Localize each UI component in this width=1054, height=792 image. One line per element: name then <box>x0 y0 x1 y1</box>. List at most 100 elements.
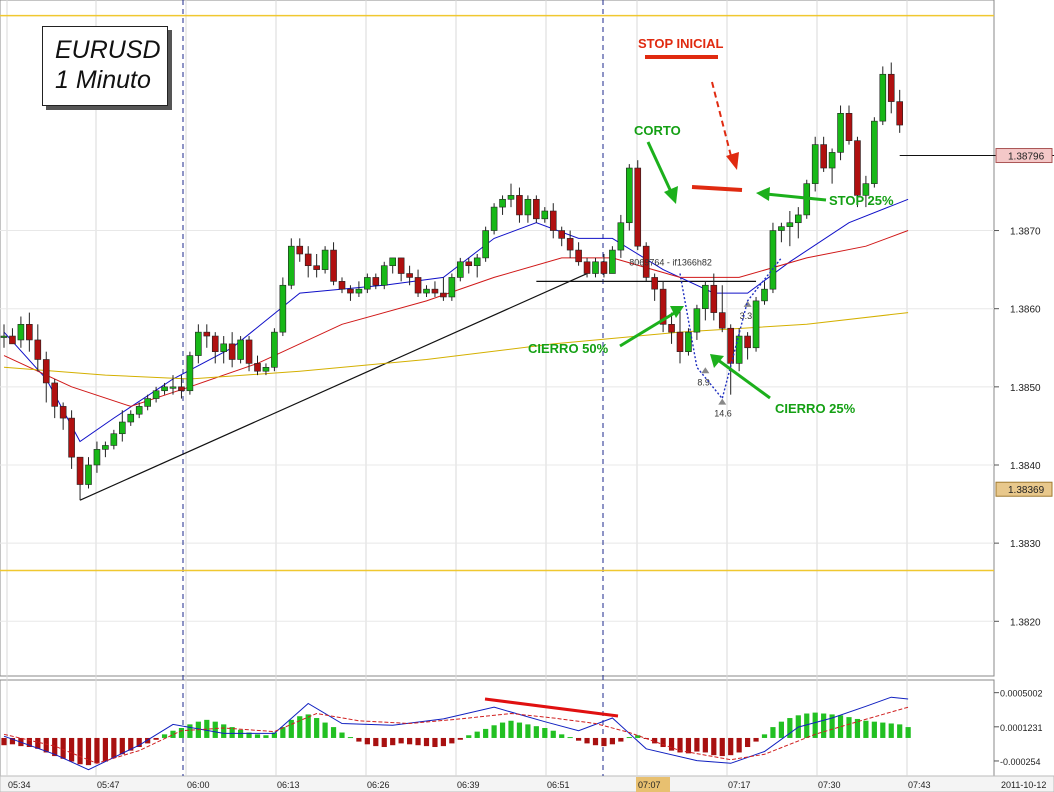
order-label: 8069764 - if1366h82 <box>629 258 712 268</box>
macd-histogram-bar <box>525 724 531 738</box>
candle-body <box>811 144 819 184</box>
candle <box>617 214 625 258</box>
macd-panel <box>0 679 995 777</box>
macd-histogram-bar <box>364 737 370 745</box>
macd-histogram-bar <box>263 735 269 738</box>
marked-price-tag <box>995 481 1053 497</box>
candle-body <box>685 331 692 352</box>
candle-body <box>51 382 59 407</box>
time-tick-label: 06:39 <box>457 780 480 790</box>
candle <box>178 375 185 399</box>
candle <box>304 246 312 278</box>
time-axis: 05:34 05:47 06:00 06:13 06:26 06:39 06:51 07:07… <box>8 777 1046 792</box>
candle-body <box>896 101 904 126</box>
candle-body <box>110 433 118 446</box>
candle <box>862 175 870 208</box>
candle-body <box>871 120 878 184</box>
macd-histogram-bar <box>246 732 252 738</box>
candle <box>397 257 405 282</box>
macd-histogram-bar <box>60 737 66 759</box>
candle <box>854 136 861 208</box>
macd-histogram-bar <box>761 734 768 738</box>
macd-histogram-bar <box>69 737 75 762</box>
macd-histogram-bar <box>863 720 869 738</box>
trade-marker-label: 8.9 <box>697 377 710 387</box>
macd-histogram-bar <box>897 724 903 738</box>
candle <box>887 62 895 114</box>
candle-body <box>592 261 599 274</box>
candle <box>245 336 253 372</box>
candle <box>330 242 337 286</box>
candles <box>0 62 904 501</box>
candle <box>296 238 304 262</box>
macd-histogram-bar <box>102 737 108 762</box>
candle <box>786 211 794 247</box>
macd-histogram-bar <box>153 737 159 740</box>
candle <box>490 203 498 235</box>
macd-signal-line <box>3 706 909 764</box>
candle-body <box>879 73 887 122</box>
candle-body <box>9 335 16 345</box>
macd-histogram-bar <box>119 737 125 755</box>
time-tick-label: 06:51 <box>547 780 570 790</box>
macd-histogram-bar <box>288 719 294 738</box>
price-axis: 1.3820 1.3830 1.3840 1.3850 1.3860 1.3870 <box>994 227 1041 628</box>
macd-histogram-bar <box>711 737 717 756</box>
macd-histogram-bar <box>145 737 151 744</box>
cierro50-arrowhead <box>670 306 684 318</box>
macd-histogram-bar <box>26 737 32 748</box>
candle <box>364 273 371 294</box>
candle <box>600 253 608 278</box>
candle-body <box>566 238 574 251</box>
macd-histogram-bar <box>9 737 16 745</box>
candle <box>127 410 135 426</box>
candle <box>685 328 692 356</box>
moving-average-line <box>3 312 909 380</box>
trendline <box>79 272 588 501</box>
macd-histogram-bar <box>483 728 489 738</box>
macd-histogram-bar <box>508 720 514 738</box>
macd-histogram-bar <box>728 737 734 756</box>
macd-histogram-bar <box>178 728 185 738</box>
candle <box>389 257 397 274</box>
corto-arrowhead <box>664 186 678 204</box>
candle-body <box>473 257 481 267</box>
candle-body <box>220 343 227 352</box>
candle <box>507 183 515 208</box>
annotation-stop-25: STOP 25% <box>829 193 894 208</box>
macd-histogram-bar <box>804 713 810 738</box>
candle <box>262 363 270 376</box>
macd-histogram-bar <box>322 722 328 738</box>
candle <box>482 226 489 262</box>
macd-histogram-bar <box>136 737 142 748</box>
macd-histogram-bar <box>297 716 303 738</box>
time-tick-label: 07:07 <box>638 780 661 790</box>
macd-histogram-bar <box>280 727 286 738</box>
candle <box>533 195 540 223</box>
candle <box>702 281 709 321</box>
candle-body <box>68 417 75 458</box>
candle <box>465 257 473 274</box>
candle-body <box>161 386 168 392</box>
macd-histogram-bar <box>668 737 675 751</box>
macd-histogram-bar <box>559 734 565 738</box>
candle <box>609 246 616 274</box>
candle <box>710 273 718 321</box>
price-tick-label: 1.3850 <box>1010 383 1041 394</box>
candle <box>338 277 346 294</box>
macd-histogram-bar <box>778 721 784 738</box>
time-highlight <box>636 777 670 792</box>
macd-histogram-bar <box>821 713 827 738</box>
macd-histogram-bar <box>542 728 548 738</box>
price-tick-label: 1.3830 <box>1010 539 1041 550</box>
corto-arrow <box>646 141 674 195</box>
candle-body <box>609 249 616 274</box>
candle <box>34 324 42 372</box>
candle <box>228 332 236 368</box>
candle-body <box>727 327 735 364</box>
candle-body <box>42 359 50 384</box>
candle <box>380 261 388 290</box>
candle <box>119 410 126 442</box>
